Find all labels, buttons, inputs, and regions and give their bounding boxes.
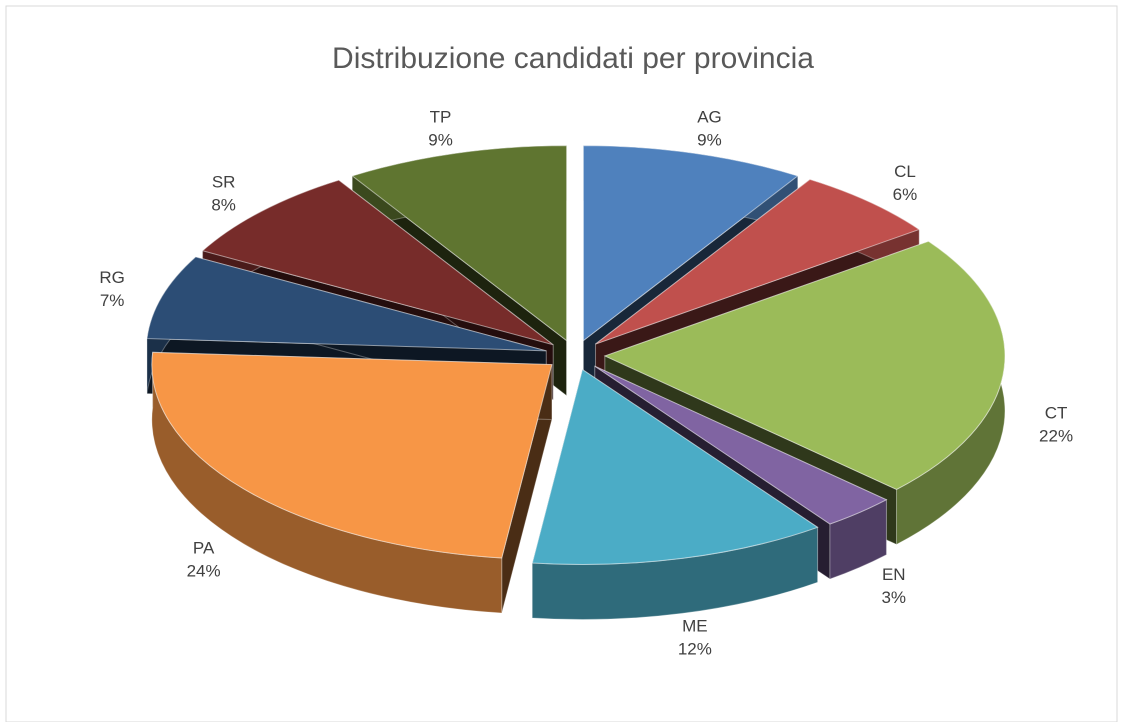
value-label: 24% (187, 562, 221, 581)
slice (582, 145, 799, 342)
category-label: SR (212, 172, 236, 191)
category-label: RG (99, 268, 125, 287)
category-label: CL (894, 162, 916, 181)
value-label: 22% (1039, 426, 1073, 445)
slice (603, 240, 1006, 490)
chart-title: Distribuzione candidati per provincia (332, 42, 814, 75)
category-label: TP (430, 107, 452, 126)
category-label: CT (1045, 403, 1068, 422)
slice (151, 351, 553, 559)
category-label: EN (882, 565, 906, 584)
slice-group (531, 368, 819, 621)
slice (594, 365, 888, 525)
value-label: 9% (697, 130, 722, 149)
slice (146, 256, 547, 352)
slice (351, 145, 568, 342)
slice (201, 179, 554, 346)
category-label: PA (193, 539, 215, 558)
value-label: 12% (678, 639, 712, 658)
slice-group (151, 351, 553, 614)
slice (595, 178, 921, 345)
category-label: ME (682, 616, 708, 635)
value-label: 9% (428, 130, 453, 149)
value-label: 8% (211, 195, 236, 214)
value-label: 6% (893, 185, 918, 204)
value-label: 3% (881, 588, 906, 607)
slice (531, 368, 819, 566)
category-label: AG (697, 107, 722, 126)
value-label: 7% (100, 291, 125, 310)
